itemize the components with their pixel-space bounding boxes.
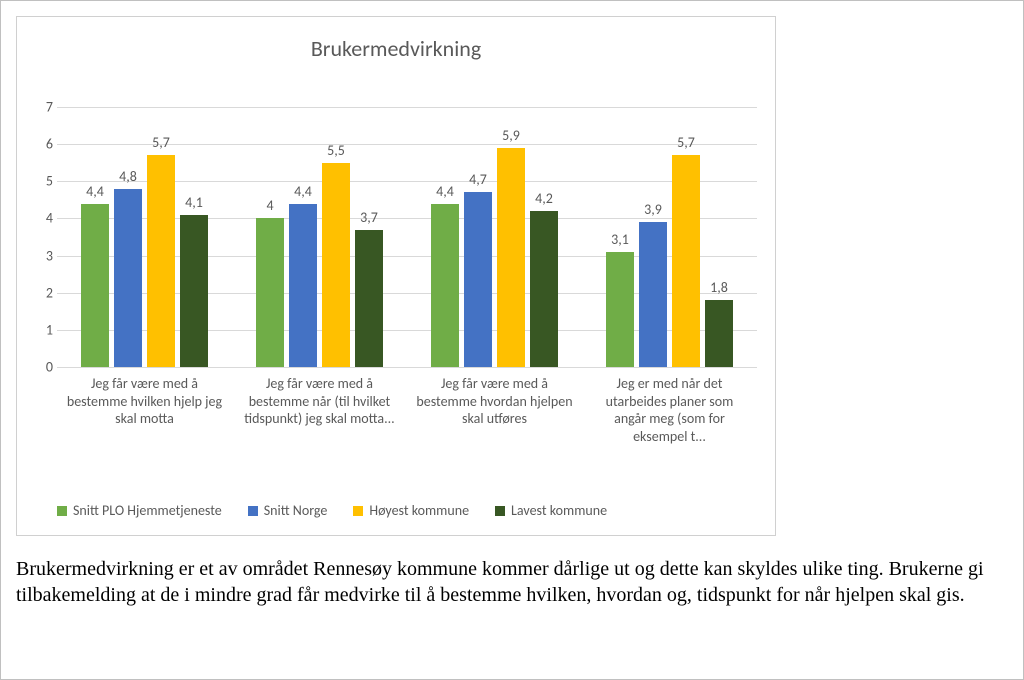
bar (289, 204, 317, 367)
legend-swatch (57, 506, 67, 516)
bar-value-label: 1,8 (699, 279, 739, 296)
bar-cluster: 44,45,53,7 (256, 107, 383, 367)
bar-value-label: 3,9 (633, 201, 673, 218)
category-label: Jeg får være med å bestemme når (til hvi… (239, 375, 400, 428)
bar (114, 189, 142, 367)
legend-label: Snitt Norge (264, 502, 328, 519)
y-tick-label: 2 (35, 284, 53, 301)
bar (705, 300, 733, 367)
bar (606, 252, 634, 367)
legend: Snitt PLO Hjemmetjeneste Snitt Norge Høyes… (57, 502, 757, 519)
plot-area: 4,44,85,74,144,45,53,74,44,75,94,23,13,9… (57, 107, 757, 367)
bar-value-label: 4,2 (524, 190, 564, 207)
bar (464, 192, 492, 367)
bar (497, 148, 525, 367)
gridline (57, 367, 757, 368)
bar-value-label: 3,7 (349, 209, 389, 226)
bar-value-label: 4,4 (75, 183, 115, 200)
bar-value-label: 5,7 (141, 134, 181, 151)
category-label: Jeg er med når det utarbeides planer som… (589, 375, 750, 445)
bar-cluster: 4,44,85,74,1 (81, 107, 208, 367)
legend-swatch (495, 506, 505, 516)
bar-value-label: 4,4 (283, 183, 323, 200)
bar (639, 222, 667, 367)
bar-cluster: 4,44,75,94,2 (431, 107, 558, 367)
y-tick-label: 5 (35, 173, 53, 190)
y-tick-label: 3 (35, 247, 53, 264)
bar-value-label: 5,9 (491, 127, 531, 144)
legend-label: Lavest kommune (511, 502, 607, 519)
bar-value-label: 4,7 (458, 171, 498, 188)
body-paragraph: Brukermedvirkning er et av området Renne… (16, 556, 1006, 608)
legend-label: Høyest kommune (369, 502, 469, 519)
legend-item: Snitt PLO Hjemmetjeneste (57, 502, 222, 519)
category-label: Jeg får være med å bestemme hvilken hjel… (64, 375, 225, 428)
y-tick-label: 4 (35, 210, 53, 227)
bar (180, 215, 208, 367)
bar (355, 230, 383, 367)
legend-item: Lavest kommune (495, 502, 607, 519)
legend-swatch (248, 506, 258, 516)
y-tick-label: 6 (35, 136, 53, 153)
legend-item: Høyest kommune (353, 502, 469, 519)
bar (81, 204, 109, 367)
y-tick-label: 7 (35, 99, 53, 116)
bar-value-label: 5,5 (316, 142, 356, 159)
bar (322, 163, 350, 367)
bar-value-label: 4,1 (174, 194, 214, 211)
y-tick-label: 0 (35, 359, 53, 376)
bar-value-label: 4,8 (108, 168, 148, 185)
bar-value-label: 4 (250, 197, 290, 214)
bar (431, 204, 459, 367)
bar (256, 218, 284, 367)
legend-label: Snitt PLO Hjemmetjeneste (73, 502, 222, 519)
bar (672, 155, 700, 367)
y-tick-label: 1 (35, 321, 53, 338)
document-page: Brukermedvirkning 01234567 4,44,85,74,14… (0, 0, 1024, 680)
chart-container: Brukermedvirkning 01234567 4,44,85,74,14… (16, 16, 776, 536)
legend-swatch (353, 506, 363, 516)
bar-value-label: 3,1 (600, 231, 640, 248)
category-label: Jeg får være med å bestemme hvordan hjel… (414, 375, 575, 428)
chart-title: Brukermedvirkning (17, 35, 775, 62)
bar (147, 155, 175, 367)
bar (530, 211, 558, 367)
bar-value-label: 5,7 (666, 134, 706, 151)
category-labels: Jeg får være med å bestemme hvilken hjel… (57, 375, 757, 455)
legend-item: Snitt Norge (248, 502, 328, 519)
bar-cluster: 3,13,95,71,8 (606, 107, 733, 367)
